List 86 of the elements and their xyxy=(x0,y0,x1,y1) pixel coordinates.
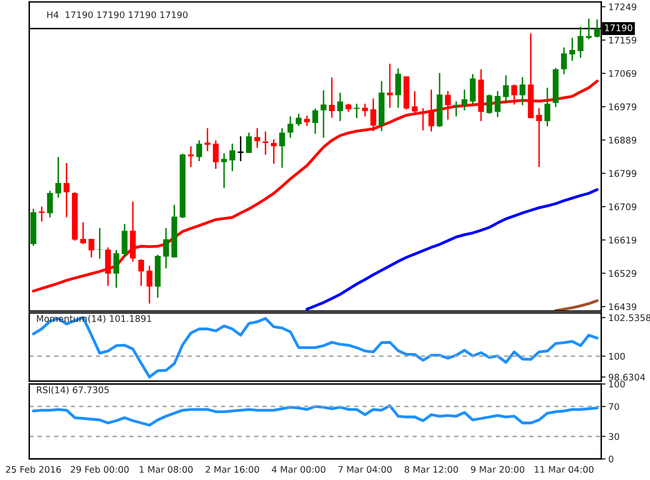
y-tick-label: 17249 xyxy=(609,3,636,10)
candlestick xyxy=(444,90,451,120)
candlestick xyxy=(122,223,128,258)
candlestick xyxy=(578,26,584,59)
y-tick-label: 16439 xyxy=(609,303,636,310)
y-tick-label: 100 xyxy=(609,352,625,360)
y-tick-label: 16979 xyxy=(609,103,636,110)
y-tick-label: 0 xyxy=(608,456,614,462)
chart-title: RSI(14) 67.7305 xyxy=(37,386,109,394)
y-tick-label: 16709 xyxy=(609,203,636,210)
candlestick xyxy=(470,73,476,104)
candlestick xyxy=(337,92,344,122)
candlestick xyxy=(536,107,542,168)
candlestick xyxy=(462,88,468,112)
candlestick xyxy=(229,143,236,172)
line-series xyxy=(32,316,598,378)
y-tick-label: 30 xyxy=(608,433,620,440)
candlestick xyxy=(520,76,526,106)
candlestick xyxy=(262,130,268,156)
candlestick xyxy=(138,258,144,287)
candlestick xyxy=(237,136,244,162)
candlestick xyxy=(64,162,70,218)
x-tick-label: 7 Mar 04:00 xyxy=(338,466,392,473)
candlestick xyxy=(96,227,103,260)
y-tick-label: 17069 xyxy=(609,70,636,77)
candlestick xyxy=(370,98,376,132)
candlestick xyxy=(163,227,169,270)
candlestick xyxy=(386,63,393,108)
ref-line-label: 17190 xyxy=(605,24,632,32)
candlestick xyxy=(320,90,326,138)
line-series xyxy=(306,188,598,311)
candlestick xyxy=(586,18,592,40)
x-tick-label: 9 Mar 20:00 xyxy=(470,466,524,473)
y-tick-label: 16619 xyxy=(609,236,636,244)
candlestick xyxy=(196,140,202,162)
candlestick xyxy=(212,140,219,170)
x-tick-label: 29 Feb 00:00 xyxy=(70,466,129,473)
candlestick xyxy=(428,88,434,132)
candlestick xyxy=(494,90,501,118)
candlestick xyxy=(561,46,567,75)
y-tick-label: 17159 xyxy=(609,36,636,44)
candlestick xyxy=(221,152,227,189)
x-tick-label: 8 Mar 12:00 xyxy=(404,466,458,473)
candlestick xyxy=(328,76,335,118)
candlestick xyxy=(544,87,550,128)
x-tick-label: 11 Mar 04:00 xyxy=(534,466,594,473)
candlestick xyxy=(146,265,152,304)
candlestick xyxy=(270,138,277,164)
line-series xyxy=(32,404,598,427)
y-tick-label: 16529 xyxy=(609,270,636,277)
candlestick xyxy=(55,156,62,198)
candlestick xyxy=(38,206,45,222)
candlestick xyxy=(503,74,509,103)
candlestick xyxy=(312,108,318,134)
candlestick xyxy=(188,146,194,168)
y-tick-label: 98.6304 xyxy=(608,374,646,381)
candlestick xyxy=(287,116,294,138)
candlestick xyxy=(246,132,252,154)
candlestick xyxy=(47,190,53,218)
y-tick-label: 100 xyxy=(609,380,625,388)
candlestick xyxy=(511,84,518,106)
candlestick xyxy=(395,68,402,108)
candlestick xyxy=(113,249,120,288)
y-tick-label: 16799 xyxy=(609,170,636,177)
y-tick-label: 70 xyxy=(608,403,620,410)
candlestick xyxy=(569,37,576,62)
candlestick xyxy=(88,238,94,258)
candlestick xyxy=(453,100,460,118)
candlestick xyxy=(486,94,492,114)
x-tick-label: 4 Mar 00:00 xyxy=(272,466,326,473)
candlestick xyxy=(412,90,418,114)
candlestick xyxy=(362,103,368,118)
candlestick xyxy=(296,113,302,127)
x-tick-label: 2 Mar 16:00 xyxy=(206,466,260,473)
candlestick xyxy=(594,18,600,38)
candlestick xyxy=(204,127,210,152)
candlestick xyxy=(304,114,310,127)
candlestick xyxy=(279,127,285,168)
line-series xyxy=(554,299,598,312)
candlestick xyxy=(80,221,86,245)
x-tick-label: 1 Mar 08:00 xyxy=(140,466,193,473)
x-tick-label: 25 Feb 2016 xyxy=(6,466,61,473)
line-series xyxy=(32,80,598,292)
y-tick-label: 16889 xyxy=(609,136,636,144)
candlestick xyxy=(254,127,260,148)
text: H4 17190 17190 17190 17190 xyxy=(47,11,188,18)
